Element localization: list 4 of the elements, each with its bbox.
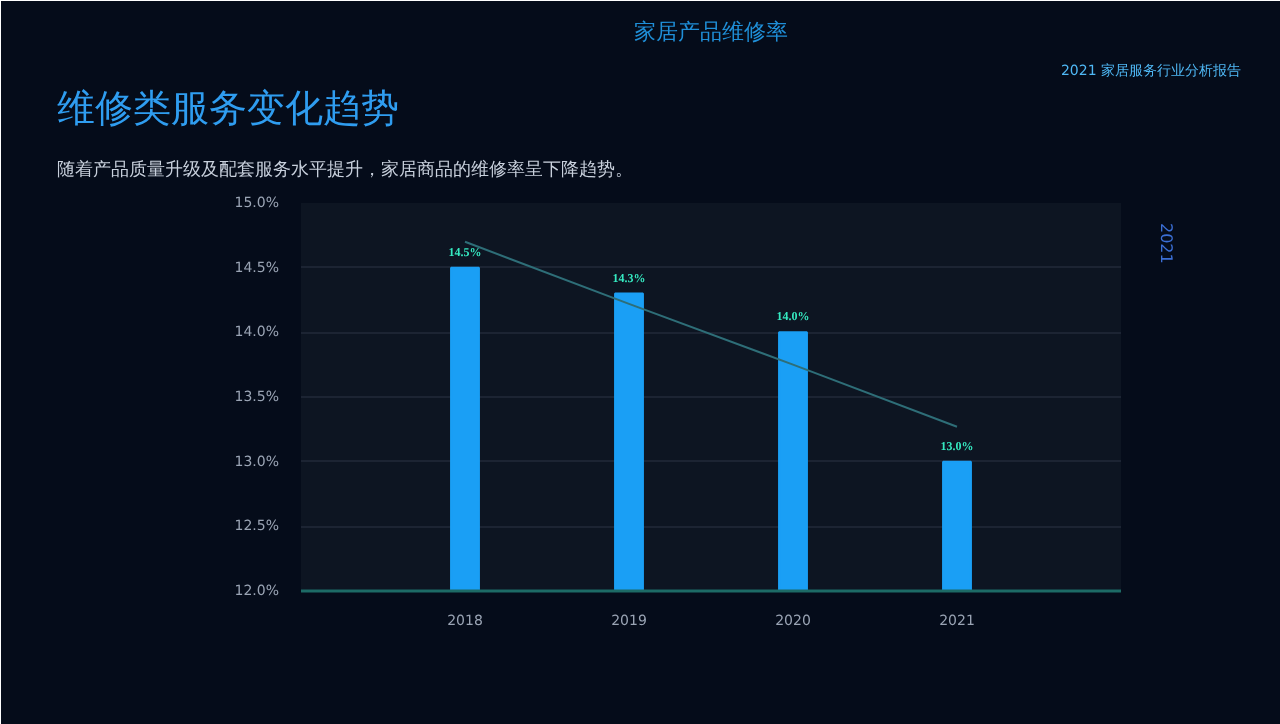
chart-title: 家居产品维修率 (634, 19, 788, 45)
text: 随着产品质量升级及配套服务水平提升，家居商品的维修率呈下降趋势。 (57, 159, 633, 181)
text: 维修类服务变化趋势 (57, 87, 399, 131)
text: 2021 (1157, 223, 1175, 264)
